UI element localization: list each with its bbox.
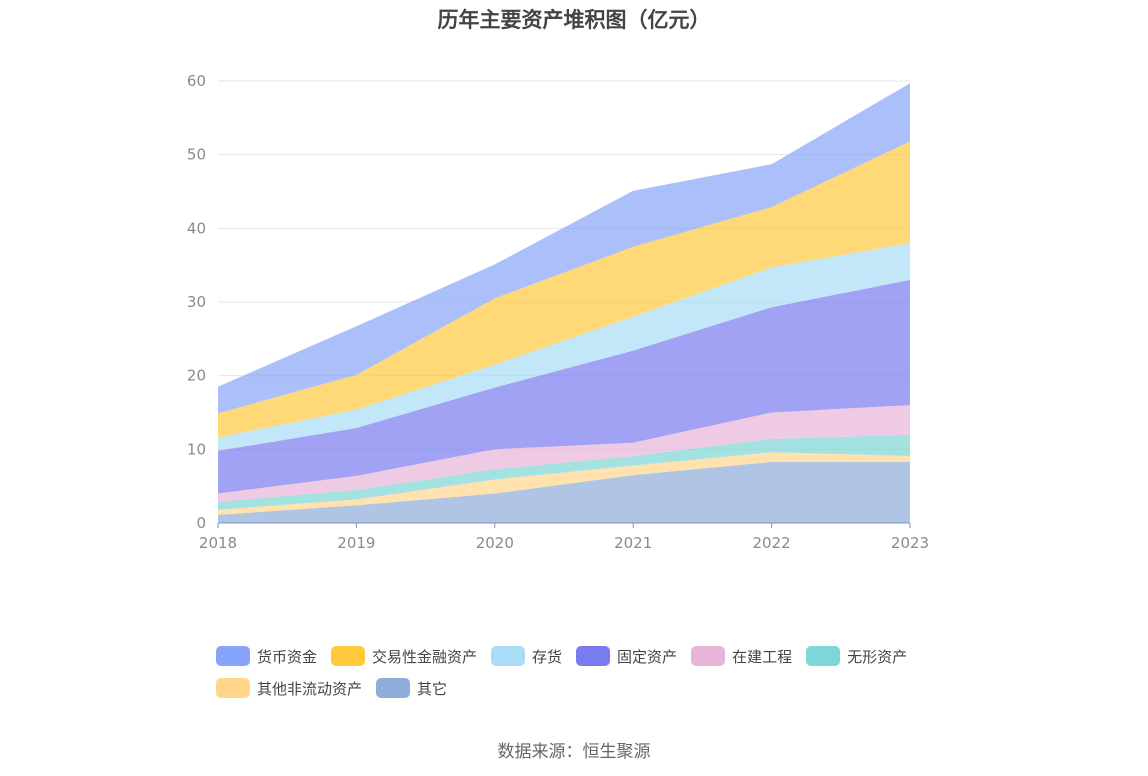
source-note: 数据来源：恒生聚源 bbox=[497, 742, 651, 762]
chart-plot: 0 10 20 30 40 50 60 2018 2019 2020 2021 2022 2023 bbox=[187, 72, 929, 552]
legend-swatch bbox=[806, 646, 841, 666]
legend-item-inventory[interactable]: 存货 bbox=[491, 646, 562, 667]
legend-row-1: 货币资金 交易性金融资产 存货 固定资产 在建工程 无形资产 bbox=[216, 640, 976, 672]
legend-item-construction[interactable]: 在建工程 bbox=[691, 646, 792, 667]
y-tick-label: 40 bbox=[187, 219, 206, 237]
x-tick-label: 2020 bbox=[476, 534, 514, 552]
legend-item-cash[interactable]: 货币资金 bbox=[216, 646, 317, 667]
area-series bbox=[218, 434, 910, 510]
legend-label: 存货 bbox=[532, 647, 563, 666]
area-layer bbox=[218, 83, 910, 523]
x-tick-label: 2023 bbox=[891, 534, 929, 552]
area-series bbox=[218, 141, 910, 438]
area-series bbox=[218, 83, 910, 414]
legend-label: 固定资产 bbox=[617, 647, 678, 666]
legend-item-other-noncurrent[interactable]: 其他非流动资产 bbox=[216, 678, 362, 699]
legend-label: 其它 bbox=[417, 679, 448, 698]
legend-swatch bbox=[376, 678, 411, 698]
x-tick-label: 2022 bbox=[753, 534, 791, 552]
legend-label: 无形资产 bbox=[847, 647, 908, 666]
legend-item-intangible[interactable]: 无形资产 bbox=[806, 646, 907, 667]
x-tick-label: 2019 bbox=[337, 534, 375, 552]
legend-swatch bbox=[331, 646, 366, 666]
axis-layer: 0 10 20 30 40 50 60 2018 2019 2020 2021 2022 2023 bbox=[187, 72, 929, 552]
chart-title: 历年主要资产堆积图（亿元） bbox=[437, 8, 711, 32]
legend-label: 货币资金 bbox=[257, 647, 318, 666]
x-tick-label: 2018 bbox=[199, 534, 237, 552]
legend-swatch bbox=[216, 646, 250, 666]
area-series bbox=[218, 461, 910, 523]
legend-swatch bbox=[216, 678, 250, 698]
legend-item-other[interactable]: 其它 bbox=[376, 678, 447, 699]
y-tick-label: 0 bbox=[196, 514, 206, 532]
y-tick-label: 30 bbox=[187, 293, 206, 311]
legend-swatch bbox=[691, 646, 726, 666]
y-tick-label: 50 bbox=[187, 146, 206, 164]
area-series bbox=[218, 243, 910, 451]
legend-label: 其他非流动资产 bbox=[257, 679, 363, 698]
legend-item-trading-assets[interactable]: 交易性金融资产 bbox=[331, 646, 477, 667]
area-series bbox=[218, 452, 910, 515]
x-tick-label: 2021 bbox=[614, 534, 652, 552]
legend-item-fixed-assets[interactable]: 固定资产 bbox=[576, 646, 677, 667]
legend-swatch bbox=[491, 646, 526, 666]
legend-swatch bbox=[576, 646, 611, 666]
legend-label: 交易性金融资产 bbox=[372, 647, 478, 666]
y-tick-label: 10 bbox=[187, 440, 206, 458]
legend-label: 在建工程 bbox=[732, 647, 793, 666]
legend: 货币资金 交易性金融资产 存货 固定资产 在建工程 无形资产 其他非流动资产 bbox=[216, 640, 976, 704]
area-series bbox=[218, 279, 910, 494]
legend-row-2: 其他非流动资产 其它 bbox=[216, 672, 976, 704]
area-series bbox=[218, 405, 910, 502]
y-tick-label: 60 bbox=[187, 72, 206, 90]
y-tick-label: 20 bbox=[187, 367, 206, 385]
